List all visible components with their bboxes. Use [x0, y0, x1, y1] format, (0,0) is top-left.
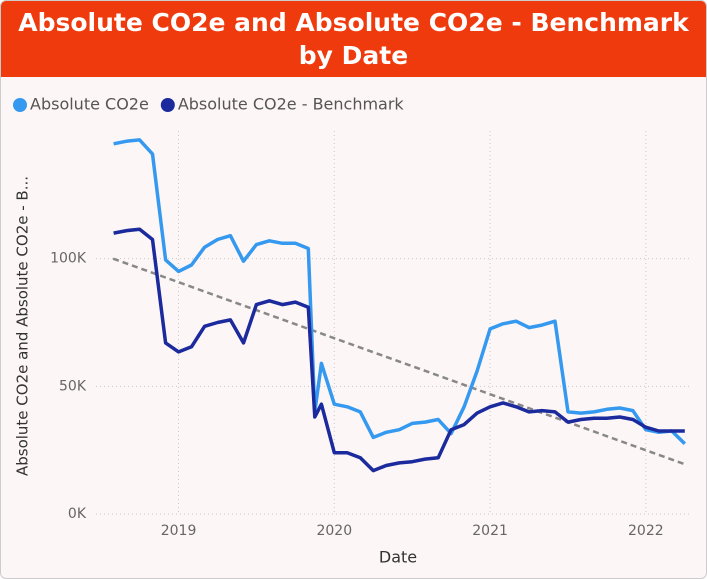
chart-title: Absolute CO2e and Absolute CO2e - Benchm… [1, 1, 706, 77]
legend-marker [160, 98, 175, 112]
legend-marker [13, 98, 27, 112]
y-axis-title: Absolute CO2e and Absolute CO2e - B... [14, 176, 32, 476]
y-tick-label: 100K [50, 251, 87, 267]
y-tick-label: 50K [59, 378, 87, 394]
x-tick-label: 2020 [316, 523, 352, 539]
x-tick-label: 2022 [628, 523, 664, 539]
series-line [113, 227, 685, 473]
series-line [113, 138, 687, 446]
trend-line [112, 257, 686, 466]
y-tick-label: 0K [68, 506, 87, 522]
legend-label: Absolute CO2e - Benchmark [178, 95, 405, 114]
x-axis-title: Date [379, 548, 417, 567]
legend-label: Absolute CO2e [30, 95, 149, 114]
x-tick-label: 2019 [161, 523, 197, 539]
x-tick-label: 2021 [472, 523, 508, 539]
